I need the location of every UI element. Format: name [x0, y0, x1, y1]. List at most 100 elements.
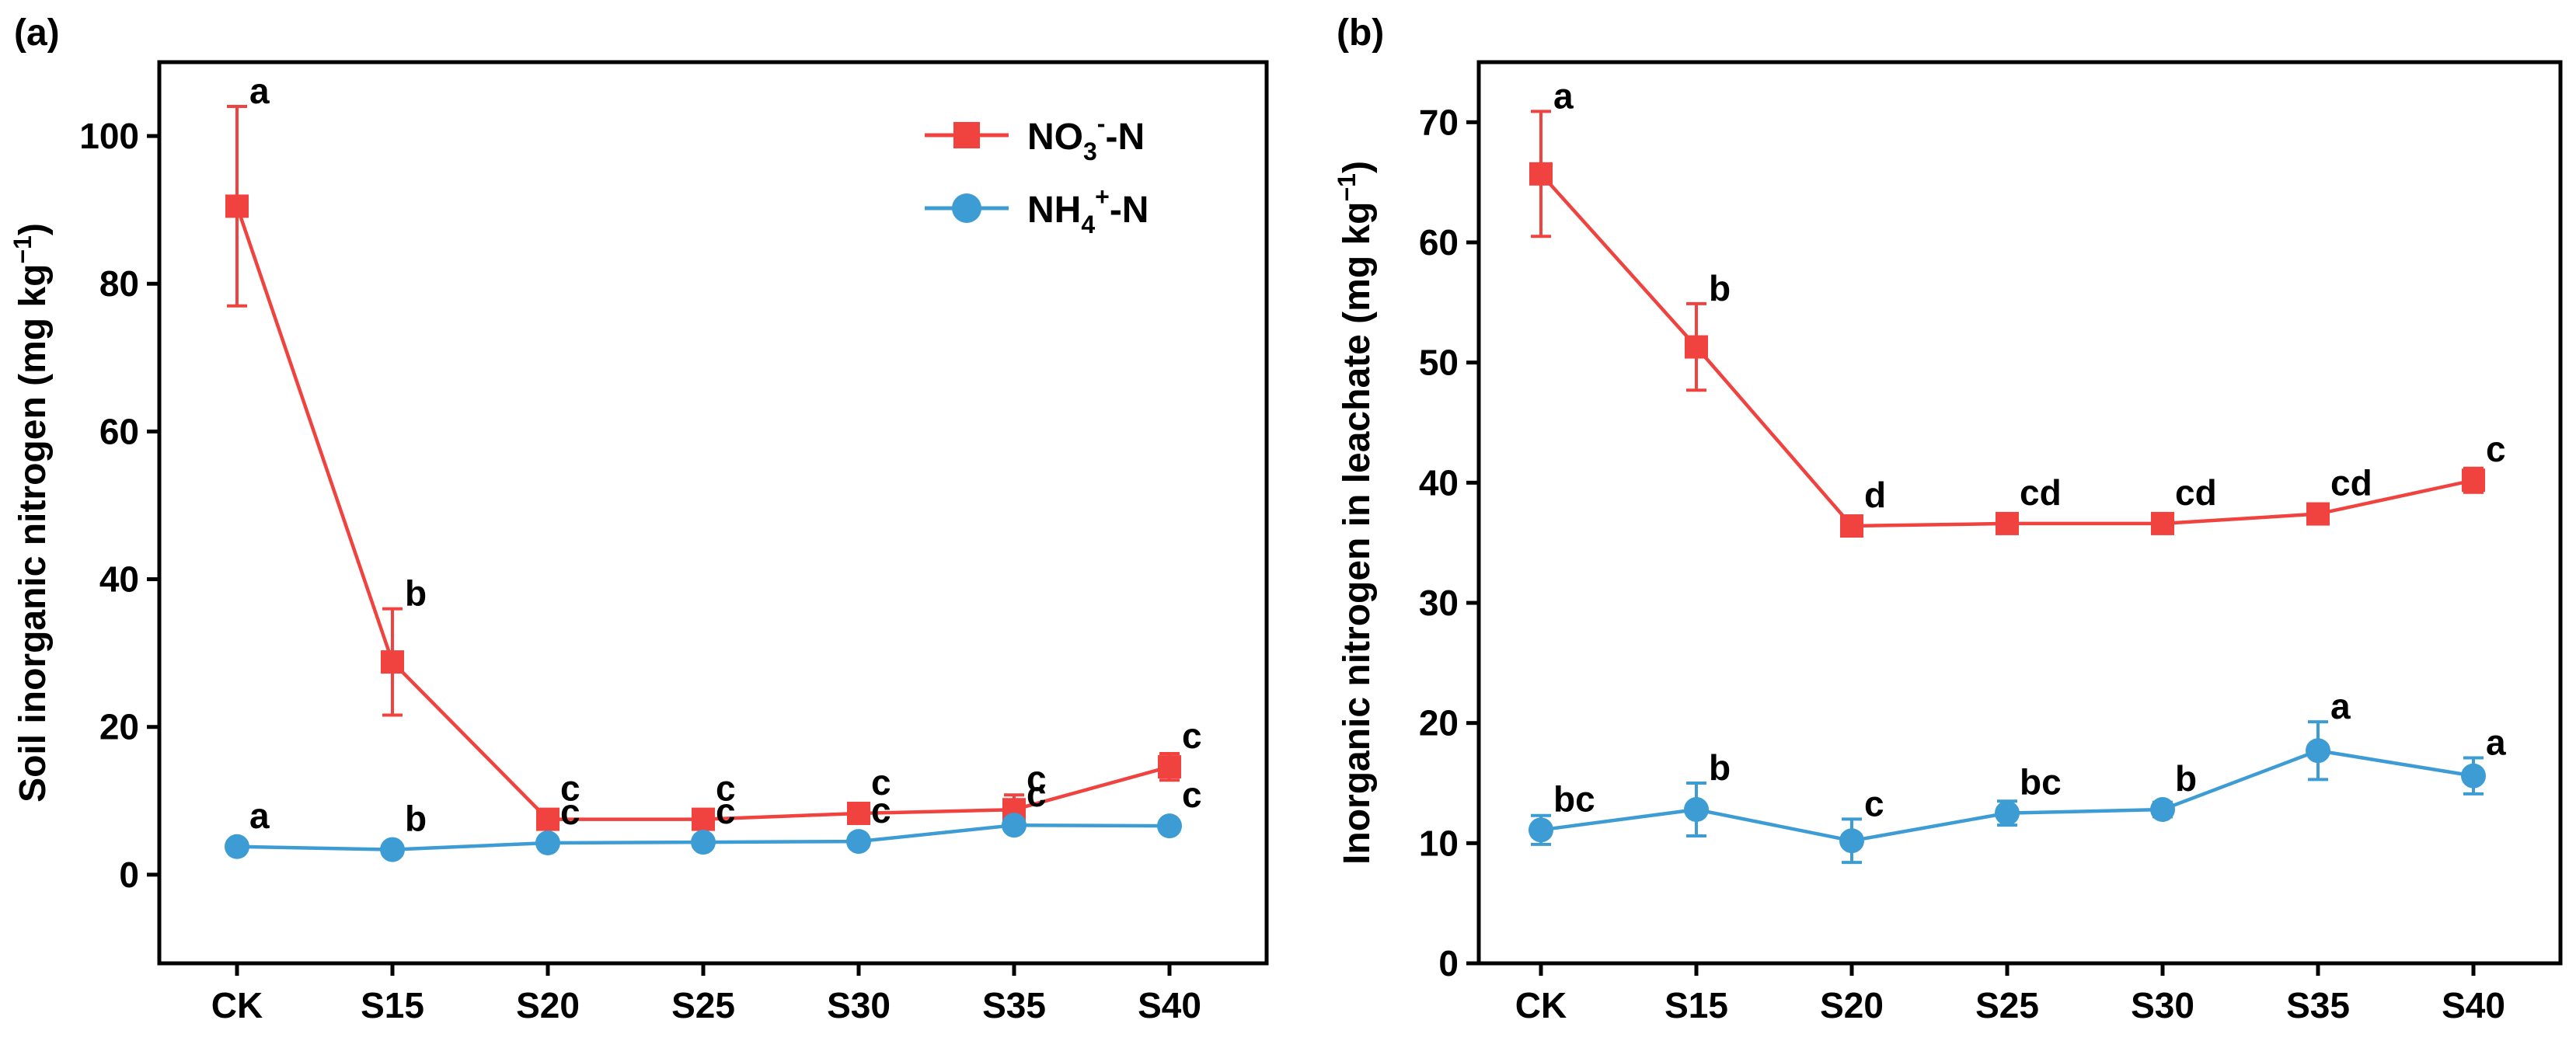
significance-letter: a [2330, 686, 2351, 726]
significance-letter: b [405, 799, 427, 839]
data-point [2150, 797, 2175, 823]
data-point [1840, 514, 1863, 538]
series-line-ammonium [1540, 748, 2474, 843]
data-point [381, 650, 404, 674]
x-tick-label: S25 [671, 985, 735, 1025]
panel-a-label: (a) [14, 12, 60, 54]
significance-letter: a [249, 71, 270, 111]
significance-letter: cd [2020, 472, 2062, 513]
significance-letter: bc [1553, 778, 1595, 819]
panel-a-y-axis-title: Soil inorganic nitrogen (mg kg−1) [9, 223, 54, 803]
x-tick-label: S20 [1820, 985, 1884, 1025]
significance-letter: d [1864, 475, 1886, 515]
significance-letter: c [1182, 775, 1202, 815]
data-point [2462, 468, 2485, 493]
y-tick-label: 0 [1438, 943, 1459, 984]
legend-ammonium-label: NH4+-N [1027, 183, 1149, 238]
significance-letter: a [2486, 722, 2506, 763]
series-nitrate: abc c c cc [225, 71, 1202, 831]
significance-letter: c [2486, 429, 2506, 469]
y-tick-label: 70 [1419, 102, 1459, 142]
x-tick-label: S40 [2442, 985, 2505, 1025]
legend-entry-ammonium: NH4+-N [925, 183, 1149, 238]
panel-b: (b) 0 10 20 30 40 50 60 70 CK S15 S20 S25 S30 S35 S40… [1333, 12, 2563, 1025]
legend-entry-nitrate: NO3--N [925, 110, 1145, 165]
significance-letter: c [560, 768, 580, 809]
x-tick-label: CK [1515, 985, 1567, 1025]
significance-letter: c [871, 762, 891, 803]
data-point [1684, 797, 1709, 823]
panel-a: (a) 0 20 40 60 80 100 CK S15 S20 S25 S30 S35 S40 So… [9, 12, 1269, 1025]
significance-letter: c [716, 791, 736, 831]
y-tick-label: 50 [1419, 343, 1459, 383]
significance-letter: cd [2330, 463, 2372, 503]
data-point [692, 807, 715, 831]
data-point [536, 807, 559, 831]
y-tick-label: 0 [119, 855, 139, 895]
y-tick-label: 40 [99, 559, 139, 600]
data-point [2461, 763, 2486, 789]
significance-letter: cd [2175, 472, 2217, 513]
data-point [1002, 813, 1027, 838]
y-tick-label: 30 [1419, 583, 1459, 623]
panel-b-frame [1476, 60, 2563, 966]
panel-a-frame [157, 60, 1269, 966]
data-point [225, 834, 249, 859]
significance-letter: c [1027, 758, 1047, 799]
x-tick-label: S20 [516, 985, 580, 1025]
data-point [2306, 502, 2330, 526]
panel-b-y-axis: 0 10 20 30 40 50 60 70 [1419, 102, 1479, 984]
x-tick-label: S35 [982, 985, 1046, 1025]
panel-b-x-axis: CK S15 S20 S25 S30 S35 S40 [1515, 963, 2505, 1025]
y-tick-label: 60 [99, 411, 139, 451]
significance-letter: b [1709, 747, 1731, 788]
panel-a-plot-area: abc c c cca b c c c c c [225, 71, 1202, 862]
significance-letter: bc [2020, 762, 2062, 803]
significance-letter: c [560, 792, 580, 832]
x-tick-label: CK [211, 985, 263, 1025]
significance-letter: b [405, 573, 427, 614]
data-point [380, 837, 405, 862]
data-point [1996, 511, 2019, 535]
legend-nitrate-label: NO3--N [1027, 110, 1145, 165]
data-point [1158, 755, 1181, 779]
data-point [691, 830, 716, 855]
x-tick-label: S15 [361, 985, 424, 1025]
panel-a-y-axis: 0 20 40 60 80 100 [79, 116, 159, 895]
significance-letter: c [871, 790, 891, 830]
data-point [1995, 800, 2020, 826]
x-tick-label: S25 [1975, 985, 2039, 1025]
series-nitrate: a b d cd cd cd c [1529, 75, 2506, 538]
y-tick-label: 20 [99, 707, 139, 747]
y-tick-label: 20 [1419, 703, 1459, 743]
significance-letter: a [1553, 75, 1574, 116]
data-point [1157, 813, 1182, 839]
y-tick-label: 80 [99, 263, 139, 304]
x-tick-label: S30 [827, 985, 891, 1025]
data-point [2151, 511, 2174, 535]
significance-letter: a [249, 796, 270, 836]
significance-letter: c [1027, 774, 1047, 814]
series-line-nitrate [235, 205, 1170, 821]
legend-nitrate-marker [953, 122, 980, 148]
x-tick-label: S15 [1664, 985, 1728, 1025]
data-point [846, 829, 871, 855]
x-tick-label: S40 [1138, 985, 1201, 1025]
significance-letter: c [716, 768, 736, 809]
data-point [1685, 335, 1708, 359]
y-tick-label: 40 [1419, 462, 1459, 503]
x-tick-label: S35 [2286, 985, 2350, 1025]
significance-letter: b [1709, 268, 1731, 308]
legend-ammonium-marker [952, 193, 981, 223]
data-point [2306, 738, 2330, 764]
data-point [1839, 828, 1864, 854]
data-point [1529, 817, 1553, 843]
y-tick-label: 10 [1419, 823, 1459, 863]
significance-letter: b [2175, 758, 2197, 799]
data-point [847, 801, 870, 825]
panel-a-x-axis: CK S15 S20 S25 S30 S35 S40 [211, 963, 1201, 1025]
